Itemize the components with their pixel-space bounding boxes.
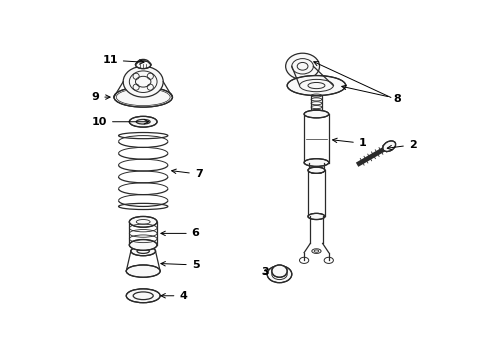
Text: 10: 10 <box>91 117 148 127</box>
Ellipse shape <box>135 61 151 69</box>
Text: 9: 9 <box>91 92 110 102</box>
Ellipse shape <box>129 216 157 227</box>
Ellipse shape <box>286 76 345 95</box>
Text: 7: 7 <box>171 169 202 179</box>
Text: 1: 1 <box>332 138 366 148</box>
Ellipse shape <box>382 141 395 152</box>
Ellipse shape <box>123 66 163 97</box>
Text: 4: 4 <box>161 291 187 301</box>
Ellipse shape <box>285 53 319 80</box>
Ellipse shape <box>304 110 328 118</box>
Ellipse shape <box>307 213 324 220</box>
Ellipse shape <box>304 159 328 166</box>
Ellipse shape <box>114 87 172 107</box>
Ellipse shape <box>266 266 291 283</box>
Ellipse shape <box>308 167 324 173</box>
Text: 11: 11 <box>102 55 143 65</box>
Ellipse shape <box>129 239 157 250</box>
Text: 5: 5 <box>161 260 199 270</box>
Text: 2: 2 <box>386 140 416 150</box>
Text: 3: 3 <box>261 267 268 277</box>
Ellipse shape <box>131 247 155 256</box>
Ellipse shape <box>307 167 324 173</box>
Ellipse shape <box>126 265 160 277</box>
Ellipse shape <box>271 265 286 277</box>
Text: 6: 6 <box>161 228 199 238</box>
Ellipse shape <box>129 116 157 127</box>
Ellipse shape <box>126 289 160 303</box>
Text: 8: 8 <box>341 85 400 104</box>
